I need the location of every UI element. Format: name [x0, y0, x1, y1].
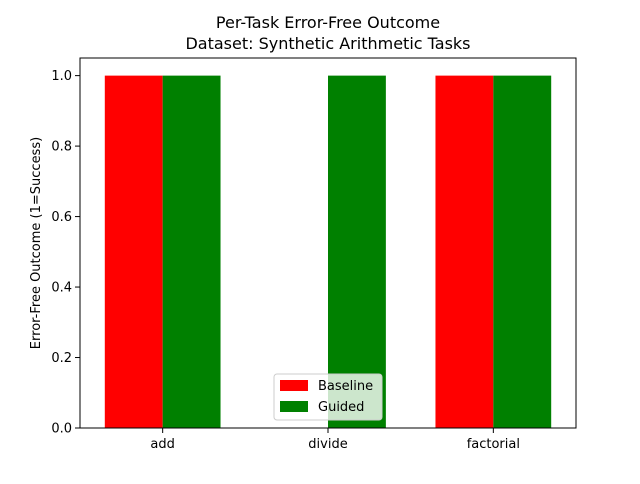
x-tick-label: add	[150, 437, 174, 452]
plot-area-frame	[79, 57, 577, 429]
x-tick-label: factorial	[467, 437, 520, 452]
bar-baseline-add	[104, 75, 163, 428]
y-tick-label: 0.6	[51, 210, 72, 225]
y-tick-label: 0.2	[51, 351, 72, 366]
legend: Baseline Guided	[273, 373, 383, 421]
x-tick-label: divide	[308, 437, 347, 452]
ticks-group: add divide factorial 0.0 0.2 0.4 0.6 0.8 1.0	[51, 69, 520, 452]
bars-group	[104, 75, 552, 428]
bar-baseline-factorial	[435, 75, 494, 428]
bar-guided-divide	[328, 75, 386, 428]
y-tick-label: 1.0	[51, 69, 72, 84]
y-axis-label: Error-Free Outcome (1=Success)	[29, 137, 44, 349]
bar-guided-add	[162, 75, 221, 428]
legend-label-baseline: Baseline	[318, 379, 373, 394]
bar-guided-factorial	[493, 75, 552, 428]
legend-label-guided: Guided	[318, 400, 364, 415]
chart-title: Per-Task Error-Free Outcome	[216, 13, 440, 32]
legend-swatch-baseline	[280, 380, 308, 391]
y-tick-label: 0.8	[51, 140, 72, 155]
legend-swatch-guided	[280, 401, 308, 412]
y-tick-label: 0.0	[51, 422, 72, 437]
chart-subtitle: Dataset: Synthetic Arithmetic Tasks	[185, 34, 470, 53]
y-tick-label: 0.4	[51, 281, 72, 296]
